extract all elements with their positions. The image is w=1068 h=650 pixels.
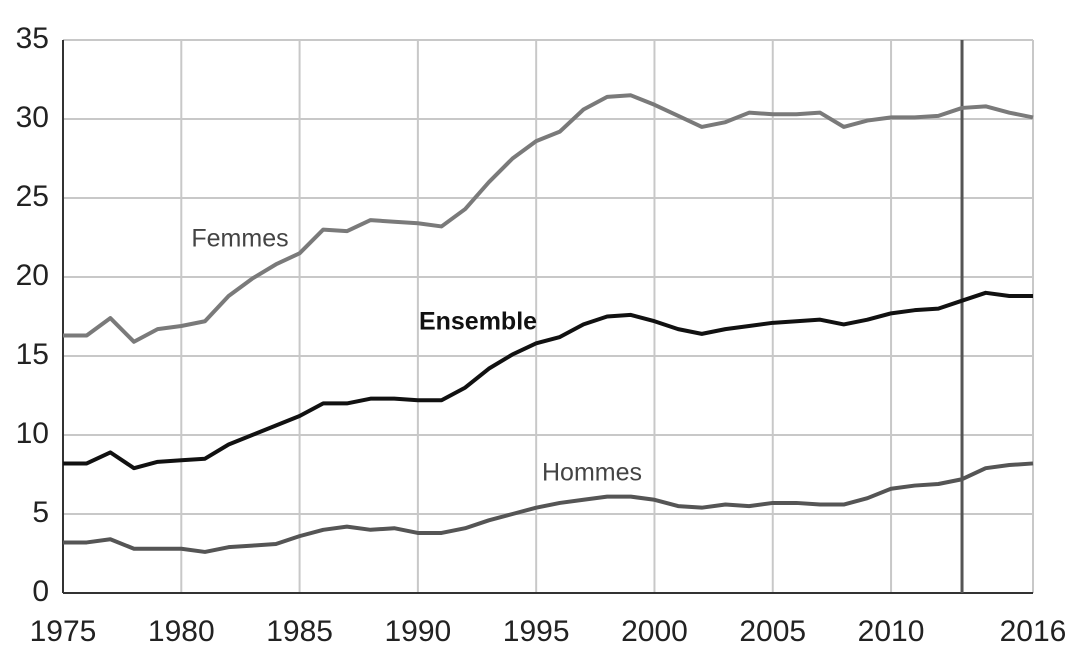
y-tick-label: 25: [16, 180, 49, 213]
y-tick-label: 10: [16, 417, 49, 450]
y-tick-label: 5: [32, 496, 49, 529]
series-line: [63, 93, 1034, 344]
y-tick-label: 20: [16, 259, 49, 292]
y-tick-label: 35: [16, 22, 49, 55]
x-tick-label: 1995: [503, 615, 570, 648]
x-tick-label: 2000: [621, 615, 688, 648]
x-tick-label: 1980: [148, 615, 215, 648]
x-tick-label: 1990: [385, 615, 452, 648]
x-tick-label: 1975: [30, 615, 97, 648]
x-tick-label: 2010: [858, 615, 925, 648]
x-tick-label: 2016: [1000, 615, 1067, 648]
y-tick-label: 15: [16, 338, 49, 371]
x-tick-label: 1985: [266, 615, 333, 648]
series-label: Ensemble: [419, 308, 537, 336]
x-tick-label: 2005: [739, 615, 806, 648]
series-line: [63, 290, 1033, 471]
series-label: Hommes: [542, 459, 642, 487]
series-line: [63, 461, 1034, 554]
series-label: Femmes: [191, 225, 288, 253]
y-tick-label: 30: [16, 101, 49, 134]
y-tick-label: 0: [32, 575, 49, 608]
